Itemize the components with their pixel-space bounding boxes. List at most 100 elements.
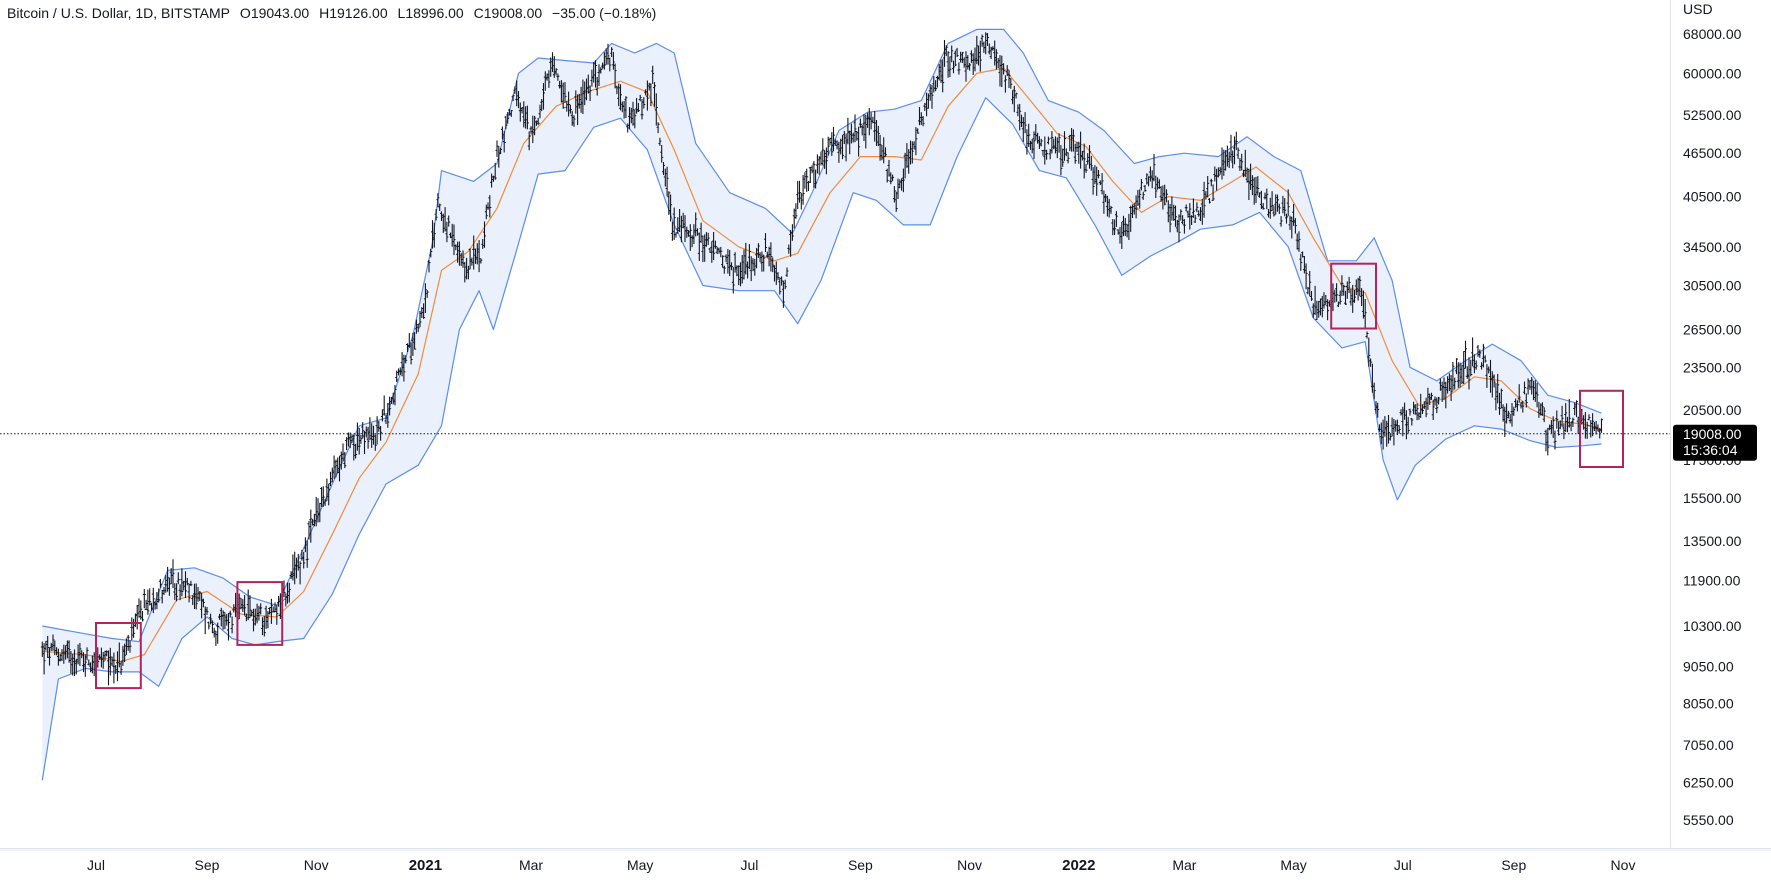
ohlc-bar: [780, 276, 784, 286]
bollinger-upper-line: [42, 28, 1602, 643]
ohlc-bar: [1066, 152, 1070, 164]
ohlc-bar: [51, 634, 55, 651]
ohlc-bar: [1421, 404, 1424, 414]
ohlc-bar: [1134, 195, 1138, 219]
ohlc-bar: [1154, 175, 1158, 198]
ohlc-bar: [1571, 417, 1575, 427]
ohlc-bar: [1585, 421, 1589, 439]
time-tick-label: Sep: [195, 857, 220, 873]
ohlc-bar: [624, 96, 628, 118]
ohlc-bar: [395, 370, 399, 383]
ohlc-bar: [1335, 283, 1339, 302]
ohlc-bar: [631, 101, 635, 126]
ohlc-bar: [207, 621, 211, 630]
ohlc-bar: [402, 354, 406, 382]
ohlc-bar: [269, 598, 273, 624]
ohlc-bar: [416, 324, 420, 333]
highlight-box-2[interactable]: [236, 581, 284, 646]
ohlc-bar: [413, 332, 417, 350]
ohlc-bar: [830, 132, 834, 156]
ohlc-bar: [950, 45, 954, 63]
ohlc-bar: [835, 140, 839, 150]
ohlc-bar: [386, 402, 390, 428]
highlight-box-4[interactable]: [1579, 389, 1624, 468]
ohlc-bar: [180, 568, 184, 597]
ohlc-bar: [1082, 143, 1086, 179]
ohlc-bar: [561, 82, 565, 109]
ohlc-bar: [1139, 179, 1143, 191]
ohlc-bar: [1261, 203, 1265, 210]
ohlc-bar: [1542, 407, 1546, 423]
ohlc-bar: [665, 166, 669, 197]
ohlc-bar: [228, 610, 232, 618]
low-value: 18996.00: [405, 5, 464, 21]
ohlc-bar: [656, 122, 660, 134]
ohlc-bar: [798, 180, 801, 203]
ohlc-bar: [841, 135, 844, 160]
time-tick-label: May: [1280, 857, 1306, 873]
price-tick-label: 40500.00: [1683, 189, 1742, 205]
ohlc-bar: [1023, 112, 1027, 134]
ohlc-bar: [303, 537, 307, 553]
ohlc-bar: [1046, 136, 1050, 145]
ohlc-bar: [366, 426, 370, 449]
ohlc-bar: [377, 421, 381, 432]
ohlc-bar: [790, 224, 794, 241]
ohlc-bar: [730, 262, 733, 271]
ohlc-bar: [885, 168, 889, 183]
ohlc-bar: [1297, 231, 1301, 252]
ohlc-bar: [785, 267, 789, 277]
ohlc-bar: [1283, 198, 1287, 217]
price-axis[interactable]: 68000.00 60000.00 52500.00 46500.00 40500.00…: [1683, 26, 1742, 828]
ohlc-bar: [1388, 433, 1392, 441]
currency-label: USD: [1683, 1, 1713, 17]
ohlc-bar: [524, 106, 528, 129]
ohlc-bar: [783, 279, 787, 290]
ohlc-bar: [640, 99, 644, 120]
ohlc-bar: [420, 307, 424, 318]
ohlc-bar: [764, 233, 767, 252]
ohlc-bar: [1567, 398, 1571, 428]
ohlc-bar: [1358, 275, 1362, 297]
ohlc-bar: [1322, 292, 1326, 309]
ohlc-bar: [556, 73, 560, 81]
high-key: H: [319, 5, 330, 21]
ohlc-bar: [146, 589, 150, 615]
ohlc-bar: [1387, 414, 1390, 444]
ohlc-bar: [1202, 181, 1206, 218]
ohlc-bar: [921, 116, 925, 127]
ohlc-bar: [853, 114, 857, 143]
ohlc-bar: [352, 434, 356, 461]
ohlc-bar: [1256, 176, 1260, 196]
time-tick-label: Mar: [1172, 857, 1196, 873]
symbol-title: Bitcoin / U.S. Dollar, 1D, BITSTAMP: [7, 5, 231, 21]
ohlc-bar: [658, 137, 662, 146]
ohlc-bar: [930, 84, 934, 109]
ohlc-bar: [645, 80, 649, 111]
change-value: −35.00 (−0.18%): [552, 5, 657, 21]
highlight-box-3[interactable]: [1330, 262, 1377, 330]
ohlc-bar: [601, 62, 605, 69]
time-axis[interactable]: Jul Sep Nov 2021 Mar May Jul Sep Nov 2022 Mar May Ju…: [87, 857, 1635, 874]
time-tick-label: Jul: [740, 857, 758, 873]
ohlc-bar: [368, 417, 372, 440]
ohlc-bar: [287, 582, 291, 603]
ohlc-bar: [126, 634, 130, 651]
ohlc-bar: [1353, 290, 1356, 303]
ohlc-bar: [934, 80, 938, 92]
ohlc-bar: [447, 215, 451, 227]
highlight-box-1[interactable]: [95, 622, 142, 690]
ohlc-bar: [619, 84, 622, 111]
ohlc-bar: [1435, 397, 1439, 414]
ohlc-bar: [380, 409, 384, 422]
ohlc-bar: [844, 133, 848, 162]
ohlc-bar: [1410, 418, 1414, 426]
ohlc-bar: [1367, 337, 1371, 367]
plot-area[interactable]: [40, 28, 1624, 781]
ohlc-bar: [379, 425, 383, 441]
ohlc-bar: [1012, 85, 1016, 113]
ohlc-bar: [457, 241, 461, 266]
ohlc-bar: [1073, 143, 1077, 164]
